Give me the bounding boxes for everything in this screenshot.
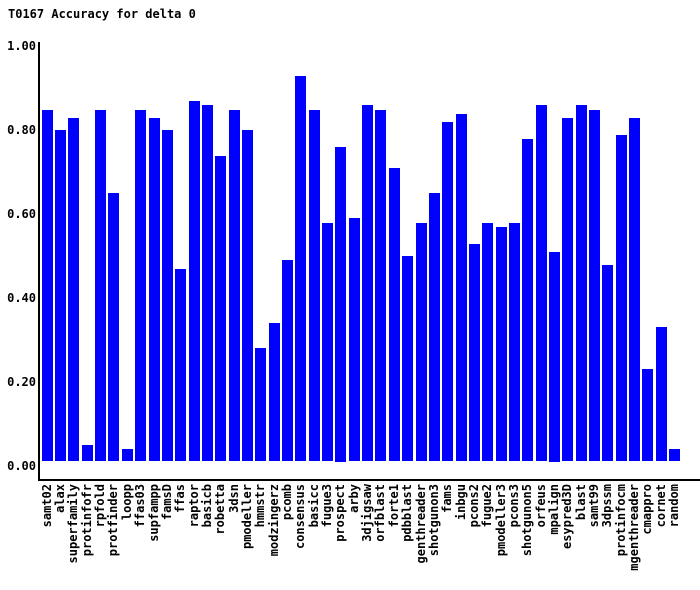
chart-title: T0167 Accuracy for delta 0 [8, 7, 196, 21]
x-tick-label-superfamily: superfamily [66, 484, 81, 564]
y-tick-label: 0.20 [7, 374, 36, 389]
bar-pcons2 [468, 243, 480, 462]
x-tick-label-protinfocm: protinfocm [613, 484, 628, 557]
x-tick-label-basicb: basicb [199, 484, 214, 528]
bar-blast [575, 105, 587, 462]
y-axis-line [38, 42, 40, 481]
bar-arby [348, 218, 360, 462]
x-tick-label-pmodeller3: pmodeller3 [493, 484, 508, 557]
bar-basicc [308, 109, 320, 462]
x-tick-label-pdbblast: pdbblast [400, 484, 415, 542]
bar-3dpssm [602, 264, 614, 462]
bar-alax [55, 130, 67, 462]
x-tick-label-random: random [667, 484, 682, 528]
x-tick-label-hmmstr: hmmstr [253, 484, 268, 528]
bar-ffas [175, 268, 187, 462]
bar-pmodeller3 [495, 226, 507, 462]
x-tick-label-loopp: loopp [119, 484, 134, 521]
x-tick-label-prospect: prospect [333, 484, 348, 542]
bar-cornet [655, 327, 667, 462]
y-tick-label: 0.80 [7, 122, 36, 137]
bar-pcons3 [508, 222, 520, 462]
bar-fugue2 [482, 222, 494, 462]
bar-orfblast [375, 109, 387, 462]
bar-basicb [201, 105, 213, 462]
x-tick-label-pmodeller: pmodeller [239, 484, 254, 550]
bar-protinfofr [81, 444, 93, 462]
bar-protinfocm [615, 134, 627, 462]
x-tick-label-basicc: basicc [306, 484, 321, 528]
x-tick-label-ffas: ffas [173, 484, 188, 513]
x-tick-label-esypred3D: esypred3D [560, 484, 575, 550]
x-tick-label-3dpssm: 3dpssm [600, 484, 615, 528]
x-tick-label-pcons3: pcons3 [506, 484, 521, 528]
x-tick-label-protfinder: protfinder [106, 484, 121, 557]
x-tick-label-shotgunon5: shotgunon5 [520, 484, 535, 557]
bar-famsD [161, 130, 173, 462]
bar-samt99 [589, 109, 601, 462]
x-tick-label-3dsn: 3dsn [226, 484, 241, 513]
bar-hmmstr [255, 348, 267, 462]
bar-superfamily [68, 117, 80, 462]
bar-3djigsaw [362, 105, 374, 462]
bar-pmodeller [241, 130, 253, 462]
x-tick-label-shotgunon3: shotgunon3 [426, 484, 441, 557]
x-tick-label-raptor: raptor [186, 484, 201, 528]
x-axis-line [38, 479, 700, 481]
bar-pdbblast [402, 256, 414, 462]
bar-prospect [335, 147, 347, 462]
x-tick-label-ffas03: ffas03 [133, 484, 148, 528]
bar-genthreader [415, 222, 427, 462]
bar-forte1 [388, 168, 400, 462]
x-tick-label-inbgu: inbgu [453, 484, 468, 521]
x-tick-label-consensus: consensus [293, 484, 308, 550]
bar-shotgunon5 [522, 138, 534, 462]
x-tick-label-fams: fams [440, 484, 455, 513]
bar-consensus [295, 76, 307, 462]
y-tick-label: 1.00 [7, 38, 36, 53]
x-tick-label-fugue2: fugue2 [480, 484, 495, 528]
x-tick-label-orfblast: orfblast [373, 484, 388, 542]
x-tick-label-arby: arby [346, 484, 361, 513]
bar-robetta [215, 155, 227, 462]
x-tick-label-modzingerz: modzingerz [266, 484, 281, 557]
bar-raptor [188, 101, 200, 462]
x-tick-label-protinfofr: protinfofr [79, 484, 94, 557]
x-tick-label-orfeus: orfeus [533, 484, 548, 528]
x-tick-label-supfampp: supfampp [146, 484, 161, 542]
x-tick-label-cornet: cornet [653, 484, 668, 528]
bar-ffas03 [135, 109, 147, 462]
x-tick-label-cmappro: cmappro [640, 484, 655, 535]
bar-esypred3D [562, 117, 574, 462]
x-tick-label-forte1: forte1 [386, 484, 401, 528]
bar-3dsn [228, 109, 240, 462]
bar-random [669, 448, 681, 462]
bar-fams [442, 122, 454, 462]
x-tick-label-pcons2: pcons2 [466, 484, 481, 528]
bar-shotgunon3 [428, 193, 440, 462]
x-tick-label-samt02: samt02 [39, 484, 54, 528]
bar-protfinder [108, 193, 120, 462]
bar-cmappro [642, 369, 654, 462]
bar-mpalign [549, 252, 560, 462]
y-tick-label: 0.60 [7, 206, 36, 221]
x-tick-label-blast: blast [573, 484, 588, 521]
bar-rpfold [95, 109, 107, 462]
bar-fugue3 [322, 222, 334, 462]
x-tick-label-robetta: robetta [213, 484, 228, 535]
y-tick-label: 0.00 [7, 458, 36, 473]
bar-inbgu [455, 113, 467, 462]
y-tick-label: 0.40 [7, 290, 36, 305]
x-tick-label-famsD: famsD [159, 484, 174, 521]
bar-supfampp [148, 117, 160, 462]
bar-mgenthreader [629, 117, 641, 462]
bar-pcomb [282, 260, 293, 462]
x-tick-label-genthreader: genthreader [413, 484, 428, 564]
bar-loopp [121, 448, 133, 462]
bar-modzingerz [268, 323, 280, 462]
bar-orfeus [535, 105, 547, 462]
bar-samt02 [41, 109, 53, 462]
